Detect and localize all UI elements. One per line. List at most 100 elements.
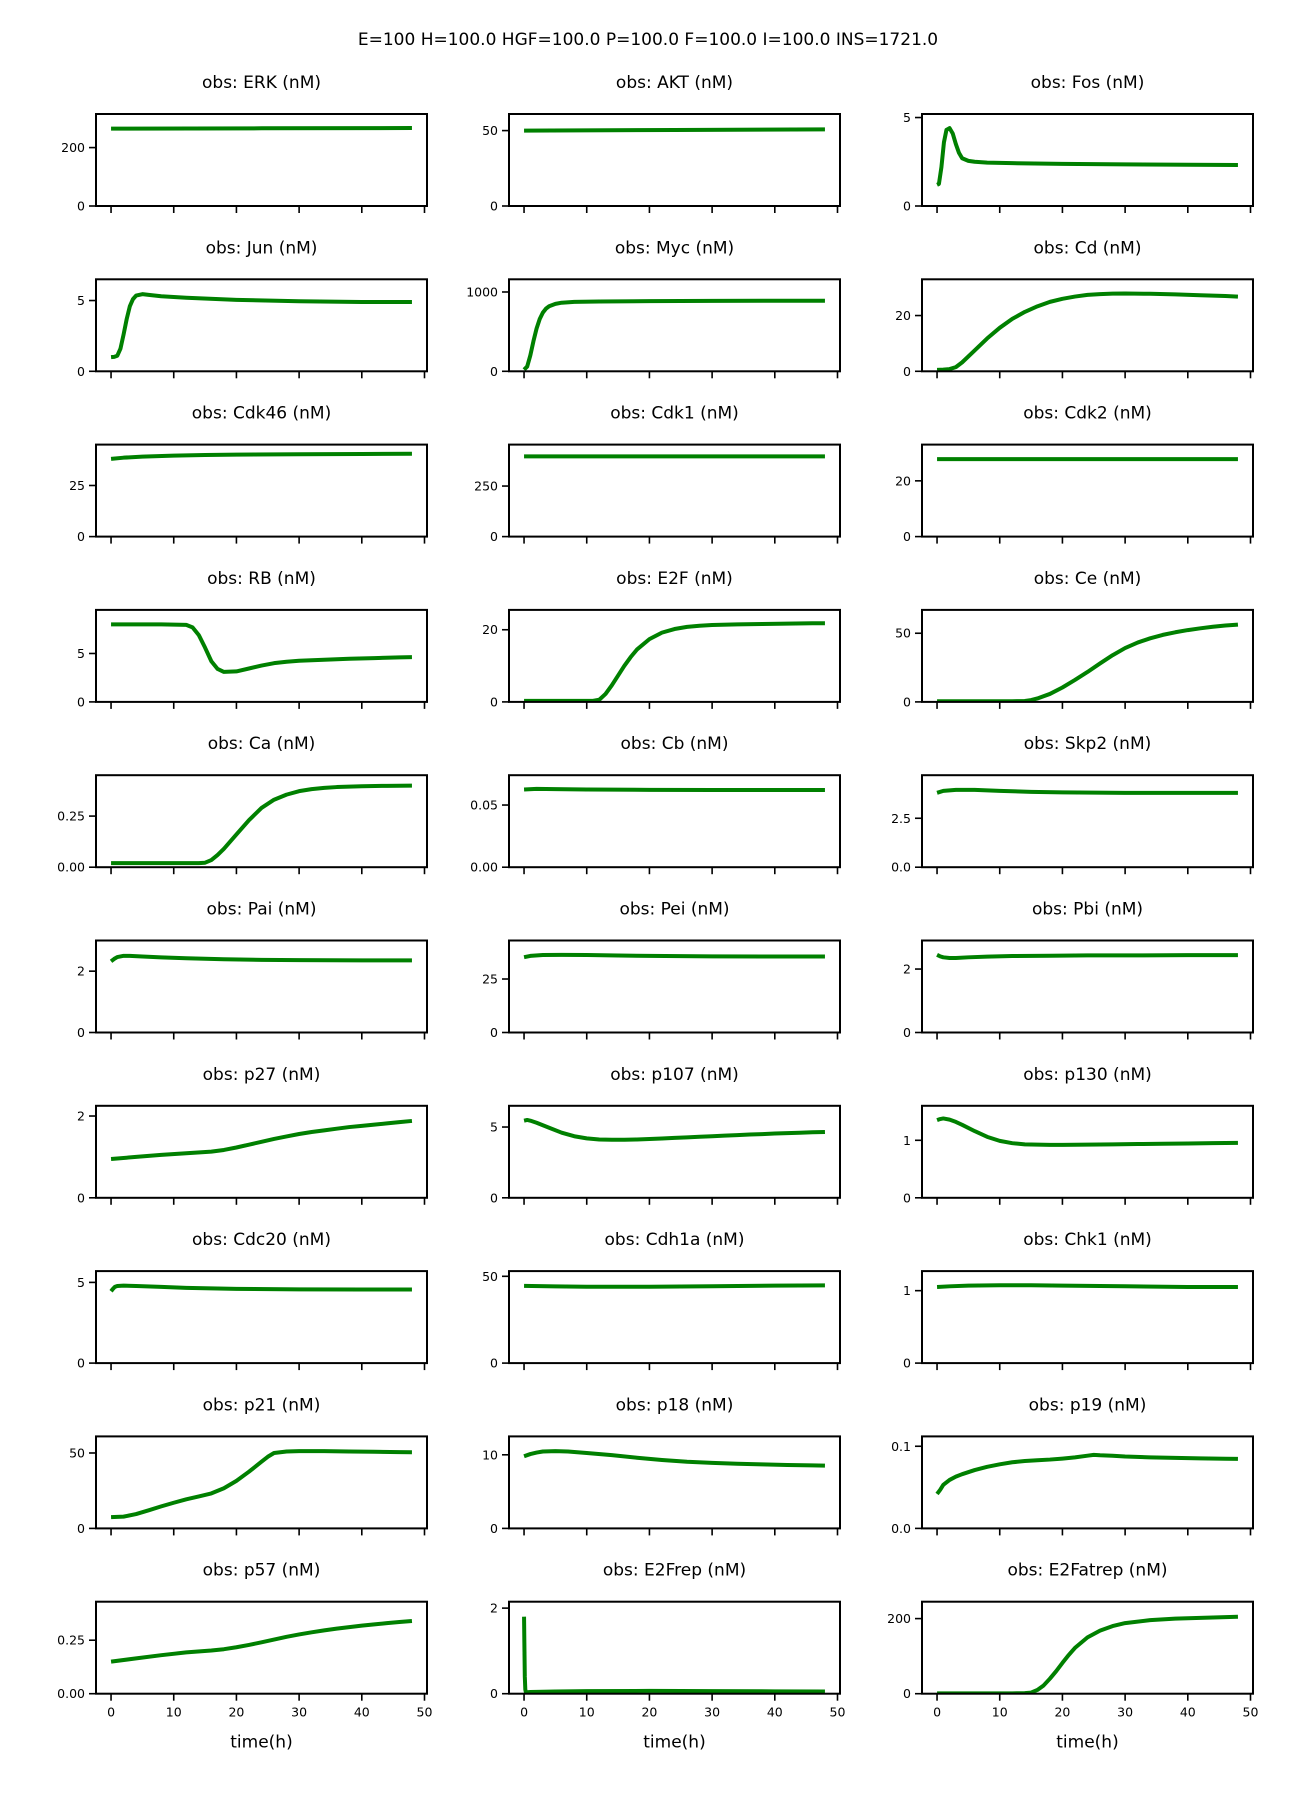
series-line — [936, 1116, 1238, 1147]
x-tick-label: 30 — [1117, 1705, 1133, 1720]
y-tick-label: 0 — [903, 1190, 911, 1205]
panel-frame — [921, 443, 1254, 538]
panel-frame — [95, 113, 428, 207]
panel-cdk46: obs: Cdk46 (nM) 0 25 — [69, 404, 428, 544]
y-tick-label: 250 — [474, 479, 498, 494]
y-tick-label: 2.5 — [891, 811, 911, 826]
y-tick-label: 0 — [903, 199, 911, 214]
panel-title: obs: E2Fatrep (nM) — [1007, 1561, 1167, 1581]
panel-cdc20: obs: Cdc20 (nM) 0 5 — [77, 1230, 428, 1371]
panel-akt: obs: AKT (nM) 0 50 — [482, 73, 841, 214]
panel-pai: obs: Pai (nM) 0 2 — [77, 900, 428, 1040]
x-tick-label: 40 — [1180, 1705, 1196, 1720]
y-tick-label: 2 — [77, 1109, 85, 1124]
panel-frame — [95, 1435, 428, 1530]
panel-title: obs: Pai (nM) — [207, 900, 317, 920]
series-line — [110, 1618, 413, 1664]
y-tick-label: 0 — [903, 1356, 911, 1371]
panel-cdk2: obs: Cdk2 (nM) 0 20 — [895, 404, 1254, 544]
panel-title: obs: AKT (nM) — [616, 73, 733, 93]
y-tick-label: 0 — [77, 199, 85, 214]
panel-frame — [95, 1270, 428, 1365]
panel-frame — [921, 1435, 1254, 1530]
panel-title: obs: RB (nM) — [207, 569, 316, 589]
y-tick-label: 5 — [77, 1275, 85, 1290]
panel-fos: obs: Fos (nM) 0 5 — [903, 73, 1254, 214]
x-tick-label: 10 — [166, 1705, 182, 1720]
panel-title: obs: p27 (nM) — [203, 1065, 321, 1085]
series-line — [936, 952, 1238, 960]
panel-skp2: obs: Skp2 (nM) 0.0 2.5 — [891, 734, 1254, 875]
y-tick-label: 1 — [903, 1283, 911, 1298]
panel-title: obs: Ce (nM) — [1034, 569, 1142, 589]
y-tick-label: 0 — [903, 529, 911, 544]
panel-erk: obs: ERK (nM) 0 200 — [61, 73, 428, 214]
y-tick-label: 10 — [482, 1447, 498, 1462]
y-tick-label: 0 — [77, 364, 85, 379]
x-axis-label: time(h) — [643, 1733, 705, 1753]
panel-title: obs: Cdk2 (nM) — [1023, 404, 1152, 424]
panel-title: obs: Chk1 (nM) — [1023, 1230, 1152, 1250]
panel-frame — [95, 608, 428, 703]
y-tick-label: 0 — [490, 1025, 498, 1040]
panel-ce: obs: Ce (nM) 0 50 — [895, 569, 1254, 709]
panel-title: obs: p107 (nM) — [610, 1065, 739, 1085]
y-tick-label: 0 — [77, 1521, 85, 1536]
y-tick-label: 2 — [490, 1601, 498, 1616]
x-tick-label: 40 — [767, 1705, 783, 1720]
series-line — [936, 126, 1238, 187]
panel-title: obs: Cdk46 (nM) — [192, 404, 331, 424]
panel-frame — [95, 443, 428, 538]
panel-frame — [95, 1600, 428, 1695]
y-tick-label: 50 — [69, 1445, 85, 1460]
panel-title: obs: E2F (nM) — [616, 569, 733, 589]
y-tick-label: 50 — [895, 626, 911, 641]
panel-title: obs: E2Frep (nM) — [603, 1561, 746, 1581]
y-tick-label: 0 — [77, 1190, 85, 1205]
panel-title: obs: Cd (nM) — [1034, 238, 1142, 258]
y-tick-label: 0 — [490, 364, 498, 379]
y-tick-label: 0 — [903, 364, 911, 379]
panel-title: obs: Pei (nM) — [619, 900, 729, 920]
panel-title: obs: Cdc20 (nM) — [192, 1230, 331, 1250]
panel-p130: obs: p130 (nM) 0 1 — [903, 1065, 1254, 1205]
panel-pei: obs: Pei (nM) 0 25 — [482, 900, 841, 1040]
y-tick-label: 0.25 — [57, 809, 85, 824]
panel-title: obs: Cdh1a (nM) — [605, 1230, 745, 1250]
y-tick-label: 0 — [77, 1025, 85, 1040]
y-tick-label: 25 — [482, 972, 498, 987]
panel-title: obs: Cdk1 (nM) — [610, 404, 739, 424]
panel-frame — [508, 774, 841, 869]
y-tick-label: 50 — [482, 1269, 498, 1284]
x-tick-label: 50 — [830, 1705, 846, 1720]
series-line — [109, 1283, 412, 1293]
y-tick-label: 50 — [482, 123, 498, 138]
panel-title: obs: Jun (nM) — [206, 238, 318, 258]
x-tick-label: 40 — [354, 1705, 370, 1720]
y-tick-label: 1000 — [466, 284, 498, 299]
x-tick-label: 10 — [579, 1705, 595, 1720]
panel-title: obs: p21 (nM) — [203, 1395, 321, 1415]
panel-title: obs: ERK (nM) — [202, 73, 321, 93]
series-line — [937, 1614, 1239, 1694]
y-tick-label: 0 — [490, 199, 498, 214]
series-line — [110, 292, 412, 360]
y-tick-label: 1 — [903, 1133, 911, 1148]
panel-p57: obs: p57 (nM) 0.00 0.25 0 10 20 30 40 50 time(h) — [57, 1561, 432, 1753]
x-tick-label: 30 — [704, 1705, 720, 1720]
y-tick-label: 0.00 — [57, 860, 85, 875]
y-tick-label: 2 — [903, 962, 911, 977]
y-tick-label: 0.25 — [57, 1633, 85, 1648]
panel-p27: obs: p27 (nM) 0 2 — [77, 1065, 428, 1205]
series-line — [524, 621, 825, 702]
panel-title: obs: p57 (nM) — [203, 1561, 321, 1581]
panel-frame — [508, 278, 841, 373]
panel-frame — [508, 1435, 841, 1530]
panel-chk1: obs: Chk1 (nM) 0 1 — [903, 1230, 1254, 1371]
panel-p19: obs: p19 (nM) 0.0 0.1 — [891, 1395, 1254, 1536]
panel-frame — [95, 939, 428, 1034]
panel-e2f: obs: E2F (nM) 0 20 — [482, 569, 841, 709]
y-tick-label: 0 — [490, 1356, 498, 1371]
panel-frame — [508, 939, 841, 1034]
